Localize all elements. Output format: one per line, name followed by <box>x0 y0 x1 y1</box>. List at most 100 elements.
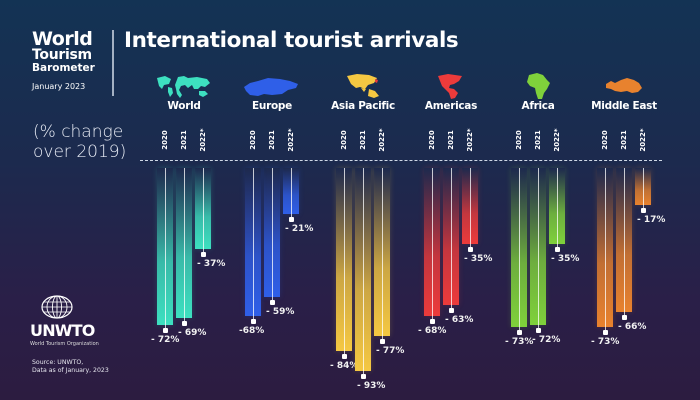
bar-asia-pacific-2020 <box>336 168 352 360</box>
source-note: Source: UNWTO, Data as of January, 2023 <box>32 359 109 374</box>
header-divider <box>112 30 114 96</box>
brand-line-1: World <box>32 28 93 50</box>
bar-europe-2021 <box>264 168 280 305</box>
bar-endpoint-marker <box>621 314 627 320</box>
year-label: 2021 <box>620 130 628 150</box>
bar-stem <box>623 168 625 316</box>
year-label: 2021 <box>268 130 276 150</box>
region-header-middle-east: Middle East <box>584 74 664 112</box>
bar-endpoint-marker <box>554 247 560 253</box>
chart-subtitle: (% change over 2019) <box>33 122 127 162</box>
bar-americas-2021 <box>443 168 459 314</box>
region-header-africa: Africa <box>498 73 578 112</box>
globe-icon <box>41 295 73 319</box>
bar-europe-2020 <box>245 168 261 325</box>
bar-stem <box>271 168 273 301</box>
region-name: Asia Pacific <box>331 100 395 112</box>
bar-stem <box>362 168 364 375</box>
bar-stem <box>537 168 539 329</box>
bar-world-2022 <box>195 168 211 257</box>
logo-name: UNWTO <box>30 321 95 340</box>
year-label: 2020 <box>601 130 609 150</box>
brand-date: January 2023 <box>32 82 86 91</box>
bar-endpoint-marker <box>535 327 541 333</box>
bar-endpoint-marker <box>360 373 366 379</box>
brand-line-2: Tourism <box>32 47 92 63</box>
bar-stem <box>381 168 383 340</box>
world-map-icon <box>144 74 224 98</box>
value-label: - 63% <box>445 315 474 326</box>
year-label: 2021 <box>534 130 542 150</box>
bar-middle-east-2020 <box>597 168 613 336</box>
region-header-europe: Europe <box>232 74 312 112</box>
value-label: - 84% <box>330 361 359 372</box>
year-label: 2021 <box>180 130 188 150</box>
year-label: 2021 <box>447 130 455 150</box>
chart-title: International tourist arrivals <box>124 28 459 53</box>
region-name: Europe <box>252 100 292 112</box>
value-label: - 68% <box>418 326 447 337</box>
bar-endpoint-marker <box>250 319 256 325</box>
bar-americas-2020 <box>424 168 440 325</box>
brand-line-3: Barometer <box>32 62 95 74</box>
bar-asia-pacific-2021 <box>355 168 371 379</box>
value-label: - 77% <box>376 345 405 356</box>
value-label: - 72% <box>532 334 561 345</box>
bar-stem <box>642 168 644 210</box>
value-label: - 59% <box>266 306 295 317</box>
region-header-world: World <box>144 74 224 112</box>
americas-map-icon <box>411 74 491 99</box>
year-label: 2022* <box>466 128 474 152</box>
value-label: - 69% <box>178 328 207 339</box>
bar-endpoint-marker <box>181 321 187 327</box>
bar-africa-2020 <box>511 168 527 336</box>
bar-endpoint-marker <box>467 247 473 253</box>
asia-pacific-map-icon <box>323 74 403 98</box>
zero-baseline <box>140 160 662 161</box>
bar-endpoint-marker <box>200 251 206 257</box>
value-label: - 72% <box>151 334 180 345</box>
year-label: 2022* <box>553 128 561 152</box>
africa-map-icon <box>498 73 578 99</box>
value-label: - 35% <box>464 254 493 265</box>
region-name: World <box>167 100 201 112</box>
bar-endpoint-marker <box>341 354 347 360</box>
value-label: - 37% <box>197 258 226 269</box>
value-label: - 66% <box>618 321 647 332</box>
bar-endpoint-marker <box>516 330 522 336</box>
value-label: -68% <box>239 326 265 337</box>
bar-stem <box>183 168 185 323</box>
bar-africa-2022 <box>549 168 565 253</box>
bar-middle-east-2022 <box>635 168 651 214</box>
year-label: 2020 <box>340 130 348 150</box>
year-label: 2022* <box>639 128 647 152</box>
bar-europe-2022 <box>283 168 299 222</box>
bar-asia-pacific-2022 <box>374 168 390 344</box>
value-label: - 21% <box>285 223 314 234</box>
value-label: - 93% <box>357 380 386 391</box>
value-label: - 73% <box>505 337 534 348</box>
bar-stem <box>202 168 204 253</box>
bar-world-2021 <box>176 168 192 327</box>
bar-middle-east-2021 <box>616 168 632 320</box>
year-label: 2020 <box>249 130 257 150</box>
region-header-asia-pacific: Asia Pacific <box>323 74 403 112</box>
bar-endpoint-marker <box>269 299 275 305</box>
bar-stem <box>450 168 452 310</box>
value-label: - 35% <box>551 254 580 265</box>
bar-endpoint-marker <box>288 216 294 222</box>
year-label: 2021 <box>359 130 367 150</box>
year-label: 2022* <box>287 128 295 152</box>
bar-endpoint-marker <box>448 308 454 314</box>
region-header-americas: Americas <box>411 74 491 112</box>
bar-stem <box>556 168 558 249</box>
year-label: 2022* <box>199 128 207 152</box>
bar-stem <box>290 168 292 218</box>
europe-map-icon <box>232 74 312 98</box>
year-label: 2020 <box>428 130 436 150</box>
bar-endpoint-marker <box>640 208 646 214</box>
region-name: Americas <box>424 100 478 112</box>
year-label: 2020 <box>515 130 523 150</box>
bar-endpoint-marker <box>602 330 608 336</box>
year-label: 2022* <box>378 128 386 152</box>
